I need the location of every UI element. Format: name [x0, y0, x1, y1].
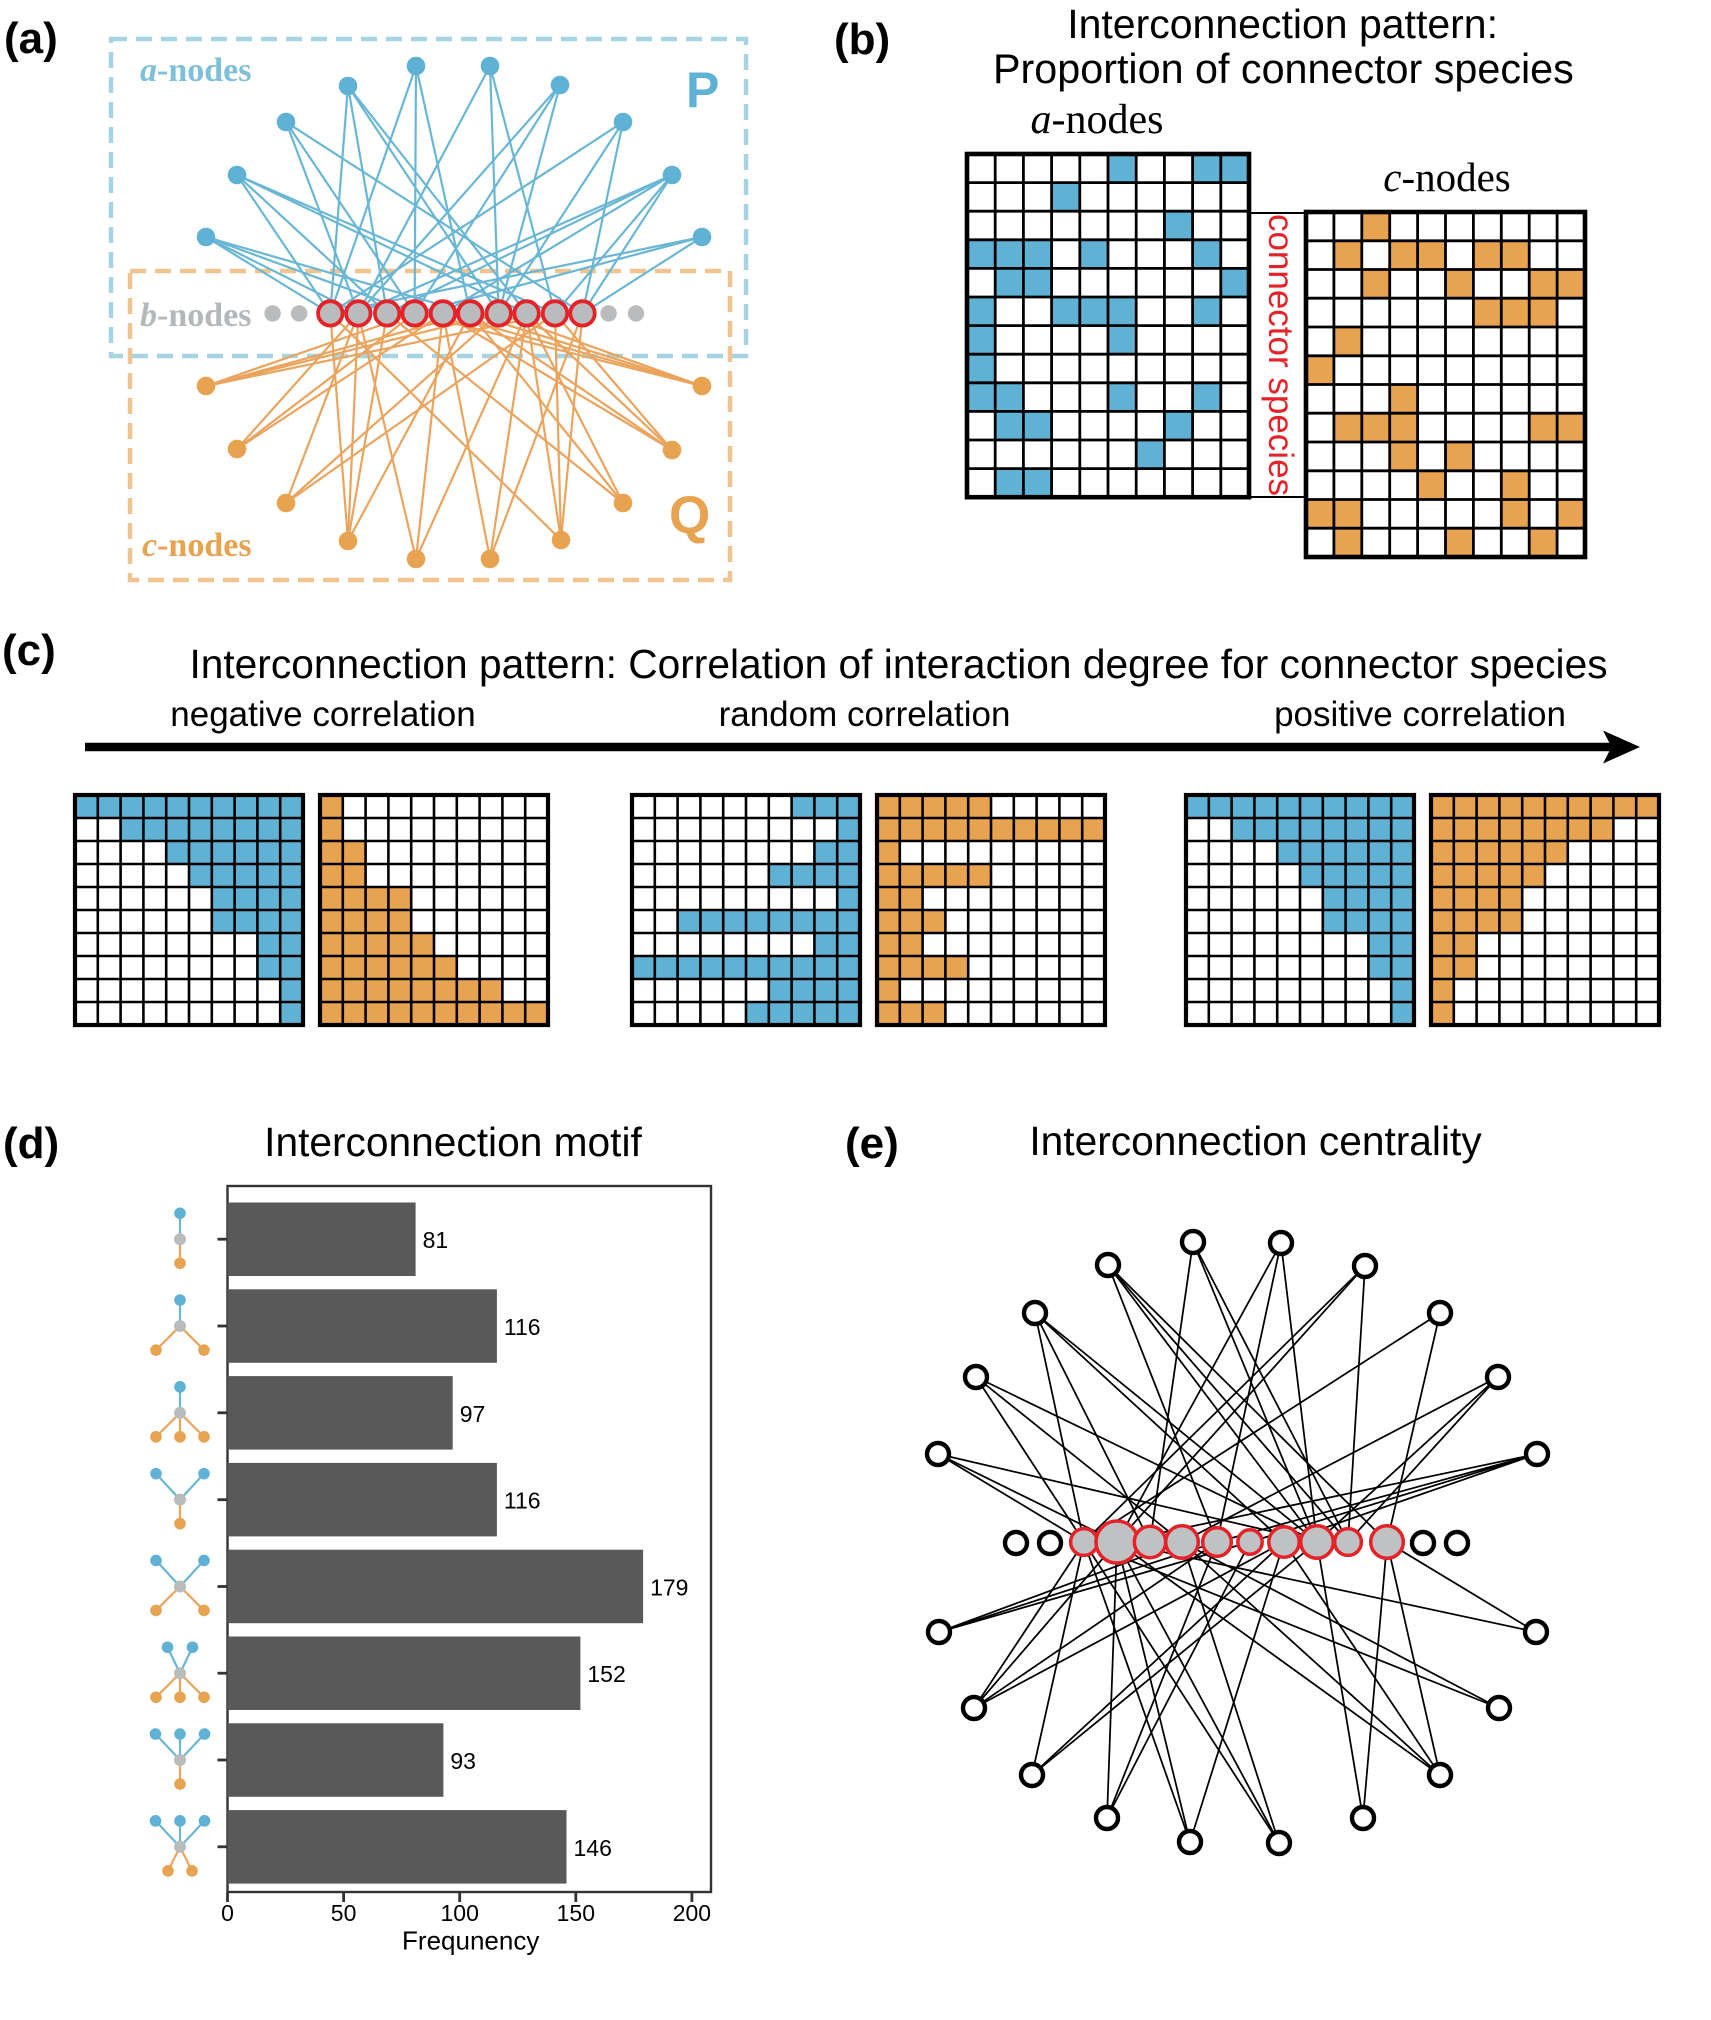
svg-text:(d): (d) [3, 1119, 59, 1168]
svg-text:(b): (b) [834, 15, 890, 64]
svg-text:81: 81 [423, 1227, 449, 1253]
svg-text:179: 179 [650, 1575, 688, 1601]
svg-text:(e): (e) [845, 1119, 899, 1168]
svg-text:200: 200 [673, 1900, 711, 1926]
svg-text:b-nodes: b-nodes [140, 297, 251, 334]
svg-text:c-nodes: c-nodes [142, 527, 252, 564]
svg-text:Interconnection pattern:: Interconnection pattern: [1067, 1, 1498, 47]
svg-text:(a): (a) [4, 14, 58, 63]
svg-text:152: 152 [587, 1661, 625, 1687]
svg-text:93: 93 [450, 1748, 476, 1774]
svg-text:146: 146 [574, 1835, 612, 1861]
svg-text:c-nodes: c-nodes [1383, 154, 1511, 200]
svg-text:Interconnection centrality: Interconnection centrality [1029, 1118, 1482, 1164]
svg-text:50: 50 [331, 1900, 357, 1926]
svg-text:0: 0 [221, 1900, 234, 1926]
svg-text:P: P [686, 62, 719, 118]
svg-text:random correlation: random correlation [719, 695, 1011, 734]
svg-text:Interconnection motif: Interconnection motif [264, 1119, 642, 1165]
svg-text:97: 97 [460, 1401, 486, 1427]
svg-text:a-nodes: a-nodes [1031, 97, 1164, 143]
svg-text:Frequnency: Frequnency [402, 1926, 539, 1956]
svg-text:a-nodes: a-nodes [140, 52, 251, 89]
svg-text:Proportion of connector specie: Proportion of connector species [993, 46, 1574, 92]
svg-text:Q: Q [669, 486, 710, 545]
svg-text:positive correlation: positive correlation [1274, 695, 1566, 734]
svg-text:negative correlation: negative correlation [170, 695, 475, 734]
svg-text:116: 116 [504, 1488, 541, 1514]
svg-text:connector species: connector species [1261, 214, 1300, 496]
svg-text:Interconnection pattern: Corre: Interconnection pattern: Correlation of … [189, 641, 1607, 687]
svg-text:116: 116 [504, 1314, 541, 1340]
svg-text:100: 100 [441, 1900, 479, 1926]
svg-text:(c): (c) [2, 626, 56, 675]
svg-text:150: 150 [557, 1900, 595, 1926]
